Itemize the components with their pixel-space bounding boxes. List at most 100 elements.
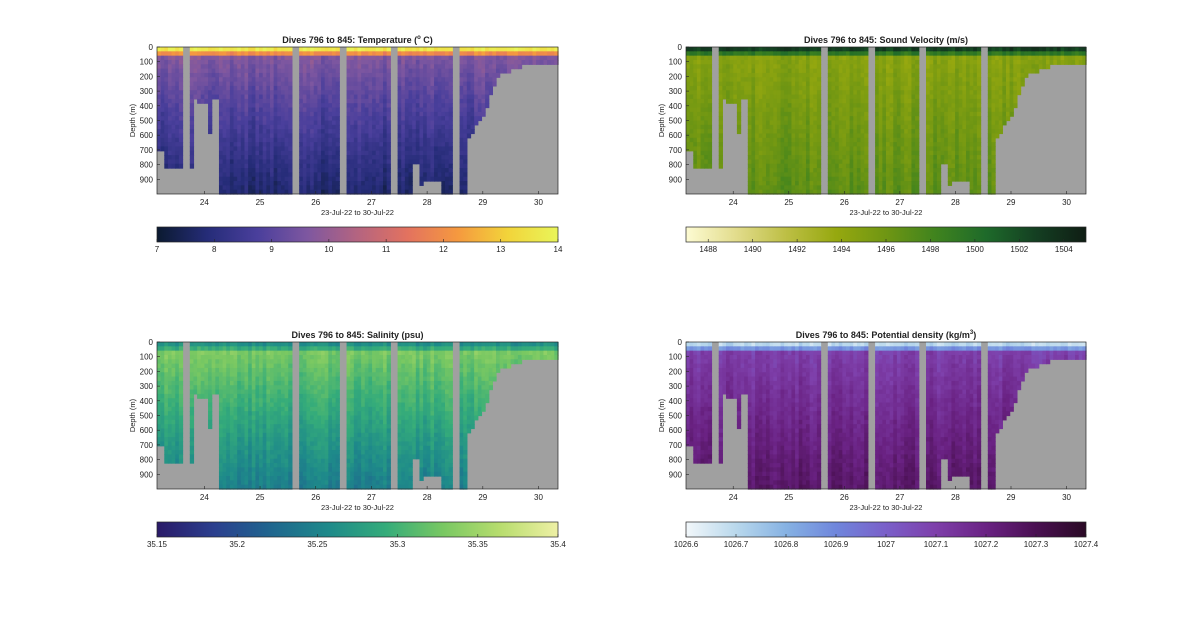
- heatmap-cell: [197, 47, 202, 52]
- heatmap-cell: [368, 64, 373, 70]
- heatmap-cell: [459, 85, 464, 91]
- heatmap-cell: [915, 181, 920, 186]
- heatmap-cell: [317, 59, 322, 65]
- heatmap-cell: [222, 111, 227, 117]
- heatmap-cell: [864, 129, 869, 135]
- heatmap-cell: [331, 150, 337, 156]
- heatmap-cell: [991, 51, 996, 57]
- heatmap-cell: [430, 142, 435, 148]
- heatmap-cell: [273, 64, 278, 70]
- heatmap-cell: [364, 64, 370, 70]
- heatmap-cell: [383, 98, 388, 104]
- heatmap-cell: [780, 72, 785, 78]
- heatmap-cell: [157, 47, 162, 52]
- heatmap-cell: [419, 68, 424, 74]
- heatmap-cell: [299, 124, 304, 130]
- heatmap-cell: [299, 59, 304, 65]
- heatmap-cell: [704, 129, 709, 135]
- heatmap-cell: [386, 111, 391, 117]
- heatmap-cell: [769, 137, 774, 143]
- heatmap-cell: [787, 163, 793, 169]
- heatmap-cell: [886, 176, 891, 182]
- heatmap-cell: [966, 120, 971, 126]
- heatmap-cell: [791, 98, 796, 104]
- heatmap-cell: [481, 77, 486, 83]
- heatmap-cell: [492, 55, 497, 61]
- heatmap-cell: [827, 172, 833, 178]
- heatmap-cell: [896, 137, 902, 143]
- heatmap-cell: [813, 172, 818, 178]
- heatmap-cell: [317, 124, 322, 130]
- heatmap-cell: [379, 64, 384, 70]
- heatmap-cell: [853, 137, 858, 143]
- heatmap-cell: [929, 47, 934, 52]
- heatmap-cell: [958, 98, 963, 104]
- heatmap-cell: [776, 176, 782, 182]
- heatmap-cell: [798, 72, 803, 78]
- heatmap-cell: [875, 181, 880, 186]
- heatmap-cell: [335, 68, 340, 74]
- heatmap-cell: [189, 120, 195, 126]
- heatmap-cell: [751, 120, 756, 126]
- heatmap-cell: [686, 47, 691, 52]
- heatmap-cell: [280, 129, 286, 135]
- heatmap-cell: [936, 107, 942, 113]
- heatmap-cell: [459, 51, 464, 57]
- heatmap-cell: [947, 120, 953, 126]
- heatmap-cell: [933, 150, 938, 156]
- heatmap-cell: [353, 111, 359, 117]
- heatmap-cell: [550, 51, 555, 57]
- heatmap-cell: [886, 146, 891, 152]
- heatmap-cell: [240, 159, 246, 165]
- heatmap-cell: [233, 77, 238, 83]
- heatmap-cell: [240, 133, 246, 139]
- heatmap-cell: [310, 159, 315, 165]
- heatmap-cell: [164, 72, 169, 78]
- heatmap-cell: [200, 51, 205, 57]
- heatmap-cell: [379, 181, 384, 186]
- heatmap-cell: [408, 172, 413, 178]
- heatmap-cell: [430, 72, 435, 78]
- heatmap-cell: [277, 77, 282, 83]
- heatmap-cell: [485, 90, 490, 96]
- heatmap-cell: [310, 81, 315, 87]
- heatmap-cell: [306, 146, 311, 152]
- heatmap-cell: [973, 116, 978, 122]
- heatmap-cell: [947, 129, 953, 135]
- heatmap-cell: [940, 150, 945, 156]
- heatmap-cell: [237, 51, 242, 57]
- heatmap-cell: [780, 168, 785, 173]
- heatmap-cell: [237, 77, 242, 83]
- heatmap-cell: [350, 107, 355, 113]
- heatmap-cell: [736, 103, 742, 109]
- heatmap-cell: [189, 98, 195, 104]
- heatmap-cell: [798, 81, 803, 87]
- heatmap-cell: [864, 163, 869, 169]
- heatmap-cell: [364, 142, 370, 148]
- heatmap-cell: [926, 107, 931, 113]
- heatmap-cell: [437, 98, 442, 104]
- heatmap-cell: [401, 98, 406, 104]
- heatmap-cell: [361, 181, 366, 186]
- heatmap-cell: [193, 59, 198, 65]
- heatmap-cell: [397, 124, 402, 130]
- heatmap-cell: [693, 90, 698, 96]
- heatmap-cell: [419, 155, 424, 161]
- heatmap-cell: [167, 94, 173, 100]
- heatmap-cell: [226, 142, 231, 148]
- heatmap-cell: [842, 142, 847, 148]
- heatmap-cell: [415, 159, 421, 165]
- heatmap-cell: [273, 116, 278, 122]
- heatmap-cell: [944, 81, 949, 87]
- heatmap-cell: [947, 55, 953, 61]
- heatmap-cell: [255, 129, 260, 135]
- heatmap-cell: [991, 168, 996, 173]
- heatmap-cell: [383, 72, 388, 78]
- heatmap-cell: [175, 159, 180, 165]
- heatmap-cell: [485, 68, 490, 74]
- heatmap-cell: [197, 90, 202, 96]
- heatmap-cell: [693, 59, 698, 65]
- heatmap-cell: [907, 185, 913, 191]
- heatmap-cell: [386, 103, 391, 109]
- heatmap-cell: [240, 111, 246, 117]
